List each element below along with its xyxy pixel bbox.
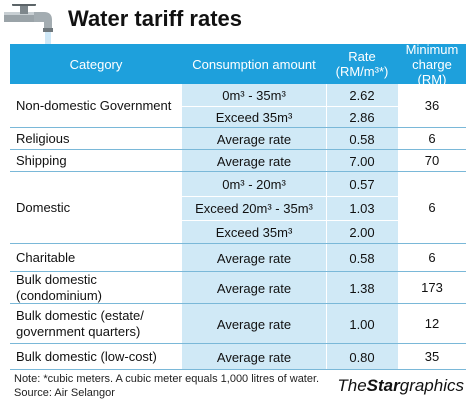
page-title: Water tariff rates xyxy=(68,6,243,31)
consumption-rate-block xyxy=(182,344,398,369)
rate-cell: 2.86 xyxy=(349,109,375,125)
category-cell: Non-domestic Government xyxy=(16,97,172,113)
table-row: Charitable Average rate 0.58 6 xyxy=(10,244,466,272)
divider xyxy=(326,84,327,127)
consumption-rate-block xyxy=(182,304,398,343)
divider xyxy=(326,128,327,149)
minimum-cell: 12 xyxy=(424,316,440,331)
brand-the: The xyxy=(337,376,367,395)
amount-cell: 0m³ - 35m³ xyxy=(222,87,286,103)
amount-cell: Exceed 35m³ xyxy=(215,109,293,125)
footnote: Note: *cubic meters. A cubic meter equal… xyxy=(14,373,320,385)
brand-logo: TheStargraphics xyxy=(337,376,464,396)
brand-star: Star xyxy=(366,376,400,395)
minimum-cell: 6 xyxy=(428,131,436,146)
amount-cell: Average rate xyxy=(216,153,292,169)
category-cell: Bulk domestic (estate/ government quarte… xyxy=(16,307,144,339)
amount-cell: Average rate xyxy=(216,131,292,147)
divider xyxy=(326,272,327,303)
header-category: Category xyxy=(69,56,123,72)
table-row: Shipping Average rate 7.00 70 xyxy=(10,150,466,172)
table-row: Religious Average rate 0.58 6 xyxy=(10,128,466,150)
minimum-cell: 36 xyxy=(424,98,440,113)
divider xyxy=(326,304,327,343)
amount-cell: Average rate xyxy=(216,316,292,332)
divider xyxy=(326,344,327,369)
rate-cell: 1.38 xyxy=(349,280,375,296)
amount-cell: Average rate xyxy=(216,280,292,296)
table-row: Bulk domestic (estate/ government quarte… xyxy=(10,304,466,344)
source-line: Source: Air Selangor xyxy=(14,387,115,399)
category-cell: Shipping xyxy=(16,152,67,168)
divider xyxy=(326,244,327,271)
category-cell: Bulk domestic (low-cost) xyxy=(16,348,157,364)
minimum-cell: 6 xyxy=(428,200,436,215)
rate-cell: 7.00 xyxy=(349,153,375,169)
divider xyxy=(182,196,398,197)
amount-cell: Average rate xyxy=(216,250,292,266)
rate-cell: 0.58 xyxy=(349,131,375,147)
header-minimum: Minimum charge (RM) xyxy=(405,41,459,87)
consumption-rate-block xyxy=(182,244,398,271)
header-rate: Rate (RM/m³*) xyxy=(335,49,389,79)
header-consumption: Consumption amount xyxy=(192,56,316,72)
rate-cell: 2.62 xyxy=(349,87,375,103)
rate-cell: 1.03 xyxy=(349,200,375,216)
rate-cell: 0.58 xyxy=(349,250,375,266)
consumption-rate-block xyxy=(182,84,398,127)
amount-cell: Exceed 35m³ xyxy=(215,224,293,240)
divider xyxy=(182,220,398,221)
divider xyxy=(182,106,398,107)
divider xyxy=(326,172,327,243)
category-cell: Religious xyxy=(16,130,70,146)
consumption-rate-block xyxy=(182,172,398,243)
amount-cell: 0m³ - 20m³ xyxy=(222,176,286,192)
category-cell: Charitable xyxy=(16,249,76,265)
table-row: Bulk domestic (low-cost) Average rate 0.… xyxy=(10,344,466,370)
minimum-cell: 35 xyxy=(424,349,440,364)
table-header: Category Consumption amount Rate (RM/m³*… xyxy=(10,41,466,87)
category-cell: Bulk domestic (condominium) xyxy=(16,271,102,303)
rate-cell: 0.57 xyxy=(349,176,375,192)
category-cell: Domestic xyxy=(16,199,71,215)
water-tap-icon xyxy=(4,4,53,48)
minimum-cell: 6 xyxy=(428,250,436,265)
rate-cell: 2.00 xyxy=(349,224,375,240)
amount-cell: Average rate xyxy=(216,349,292,365)
table-row: Domestic 0m³ - 20m³ 0.57 Exceed 20m³ - 3… xyxy=(10,172,466,244)
table-row: Bulk domestic (condominium) Average rate… xyxy=(10,272,466,304)
rate-cell: 0.80 xyxy=(349,349,375,365)
table-row: Non-domestic Government 0m³ - 35m³ 2.62 … xyxy=(10,84,466,128)
amount-cell: Exceed 20m³ - 35m³ xyxy=(195,200,313,216)
consumption-rate-block xyxy=(182,272,398,303)
divider xyxy=(326,150,327,171)
minimum-cell: 173 xyxy=(421,280,443,295)
rate-cell: 1.00 xyxy=(349,316,375,332)
consumption-rate-block xyxy=(182,128,398,149)
header: Water tariff rates xyxy=(0,0,474,48)
brand-graphics: graphics xyxy=(399,376,464,395)
consumption-rate-block xyxy=(182,150,398,171)
minimum-cell: 70 xyxy=(424,153,440,168)
